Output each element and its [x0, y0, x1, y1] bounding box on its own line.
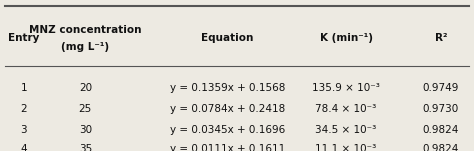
Text: (mg L⁻¹): (mg L⁻¹)	[61, 42, 109, 52]
Text: 0.9749: 0.9749	[423, 83, 459, 93]
Text: 2: 2	[20, 104, 27, 114]
Text: 0.9824: 0.9824	[423, 125, 459, 135]
Text: 35: 35	[79, 145, 92, 151]
Text: 0.9730: 0.9730	[423, 104, 459, 114]
Text: 78.4 × 10⁻³: 78.4 × 10⁻³	[315, 104, 377, 114]
Text: 0.9824: 0.9824	[423, 145, 459, 151]
Text: y = 0.0111x + 0.1611: y = 0.0111x + 0.1611	[170, 145, 285, 151]
Text: Equation: Equation	[201, 33, 254, 43]
Text: 11.1 × 10⁻³: 11.1 × 10⁻³	[315, 145, 377, 151]
Text: y = 0.0784x + 0.2418: y = 0.0784x + 0.2418	[170, 104, 285, 114]
Text: Entry: Entry	[8, 33, 39, 43]
Text: y = 0.1359x + 0.1568: y = 0.1359x + 0.1568	[170, 83, 285, 93]
Text: 30: 30	[79, 125, 92, 135]
Text: R²: R²	[435, 33, 447, 43]
Text: 20: 20	[79, 83, 92, 93]
Text: 3: 3	[20, 125, 27, 135]
Text: y = 0.0345x + 0.1696: y = 0.0345x + 0.1696	[170, 125, 285, 135]
Text: 34.5 × 10⁻³: 34.5 × 10⁻³	[315, 125, 377, 135]
Text: 135.9 × 10⁻³: 135.9 × 10⁻³	[312, 83, 380, 93]
Text: 25: 25	[79, 104, 92, 114]
Text: 4: 4	[20, 145, 27, 151]
Text: K (min⁻¹): K (min⁻¹)	[319, 33, 373, 43]
Text: MNZ concentration: MNZ concentration	[29, 25, 142, 35]
Text: 1: 1	[20, 83, 27, 93]
